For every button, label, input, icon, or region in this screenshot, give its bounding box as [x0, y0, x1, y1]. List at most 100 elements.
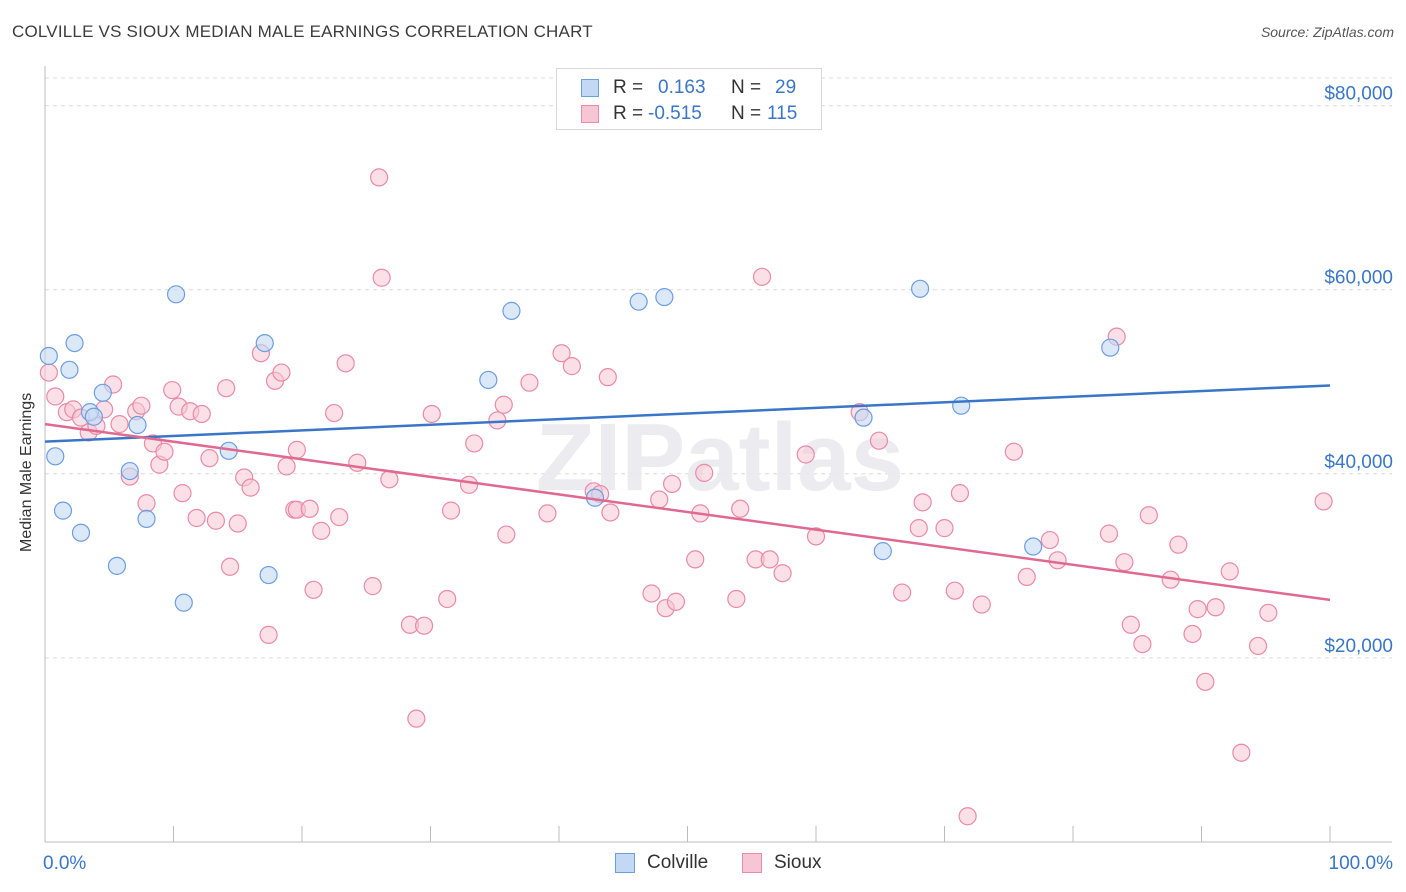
n-value: 115: [767, 103, 798, 124]
colville-point: [137, 509, 156, 529]
sioux-point: [650, 490, 669, 509]
y-axis-title: Median Male Earnings: [18, 392, 35, 552]
colville-point: [629, 292, 648, 311]
sioux-point: [562, 357, 581, 376]
correlation-legend: R = 0.163 N = 29 R = -0.515 N = 115: [556, 68, 822, 130]
sioux-point: [686, 550, 705, 569]
sioux-point: [892, 583, 912, 602]
colville-point: [1101, 338, 1120, 357]
colville-trend-line: [44, 384, 1331, 443]
sioux-point: [1040, 530, 1059, 550]
sioux-point: [1169, 535, 1188, 554]
sioux-point: [662, 474, 682, 494]
sioux-point: [200, 449, 219, 468]
chart-title: COLVILLE VS SIOUX MEDIAN MALE EARNINGS C…: [12, 22, 593, 41]
colville-point: [655, 287, 674, 307]
sioux-point: [958, 807, 977, 826]
sioux-point: [666, 592, 686, 611]
sioux-point: [1206, 598, 1225, 617]
sioux-legend-swatch: [742, 853, 762, 873]
sioux-point: [950, 484, 970, 503]
colville-point: [128, 415, 147, 435]
colville-swatch: [581, 79, 599, 97]
sioux-point: [380, 470, 399, 489]
sioux-point: [330, 507, 349, 527]
x-tick-label-max: 100.0%: [1329, 853, 1394, 874]
colville-point: [166, 285, 186, 304]
sioux-point: [206, 511, 226, 530]
colville-point: [71, 523, 91, 542]
colville-point: [84, 407, 103, 426]
n-label: N =: [731, 103, 762, 124]
colville-legend-swatch: [615, 853, 635, 873]
trend-lines: [44, 384, 1331, 602]
sioux-point: [598, 368, 617, 387]
sioux-point: [459, 475, 479, 494]
sioux-point: [806, 527, 826, 546]
sioux-point: [731, 499, 750, 518]
sioux-point: [438, 589, 457, 609]
sioux-point: [441, 501, 461, 520]
sioux-legend-label: Sioux: [774, 852, 822, 873]
sioux-point: [277, 457, 296, 476]
colville-point: [60, 360, 79, 379]
sioux-point: [1048, 551, 1067, 570]
sioux-point: [1115, 553, 1134, 572]
colville-point: [53, 501, 73, 520]
sioux-point: [1004, 442, 1023, 461]
y-tick-label: $60,000: [1324, 268, 1393, 289]
y-tick-label: $40,000: [1324, 452, 1393, 473]
sioux-point: [913, 493, 932, 512]
colville-point: [479, 370, 498, 390]
sioux-point: [363, 577, 382, 596]
colville-point: [1024, 537, 1043, 556]
colville-point: [120, 461, 139, 481]
colville-point: [259, 565, 278, 585]
colville-point: [65, 333, 84, 353]
colville-legend-label: Colville: [647, 852, 709, 873]
n-value: 29: [775, 77, 797, 98]
sioux-point: [552, 344, 571, 363]
sioux-point: [935, 519, 954, 538]
sioux-point: [132, 396, 151, 415]
sioux-point: [287, 440, 306, 459]
sioux-point: [1232, 743, 1251, 762]
sioux-point: [497, 525, 516, 544]
sioux-point: [46, 387, 65, 406]
sioux-point: [370, 168, 389, 187]
sioux-point: [1139, 506, 1158, 525]
sioux-point: [217, 379, 236, 398]
sioux-point: [312, 521, 331, 540]
sioux-point: [1121, 615, 1140, 634]
tick-labels: $20,000 $40,000 $60,000 $80,000 0.0% 100.0%: [43, 84, 1393, 874]
sioux-point: [137, 494, 156, 513]
y-tick-label: $20,000: [1324, 636, 1393, 657]
sioux-point: [465, 434, 484, 453]
colville-point: [854, 408, 873, 427]
sioux-point: [155, 442, 174, 461]
sioux-point: [1133, 634, 1152, 654]
sioux-point: [1188, 600, 1207, 619]
sioux-point: [773, 564, 792, 583]
sioux-point: [336, 354, 355, 373]
n-label: N =: [731, 77, 762, 98]
sioux-point: [300, 499, 319, 518]
colville-point: [873, 542, 892, 561]
sioux-point: [1259, 603, 1278, 622]
colville-point: [107, 556, 127, 575]
sioux-swatch: [581, 105, 599, 123]
colville-point: [502, 301, 521, 320]
colville-point: [39, 346, 58, 366]
sioux-point: [520, 373, 539, 392]
sioux-point: [695, 463, 714, 482]
sioux-point: [187, 508, 206, 528]
colville-point: [46, 447, 65, 466]
colville-point: [174, 593, 193, 612]
sioux-point: [192, 404, 211, 424]
sioux-point: [1099, 524, 1119, 543]
sioux-point: [972, 595, 991, 614]
sioux-point: [1017, 567, 1036, 587]
colville-point: [910, 279, 930, 298]
sioux-point: [752, 267, 772, 286]
